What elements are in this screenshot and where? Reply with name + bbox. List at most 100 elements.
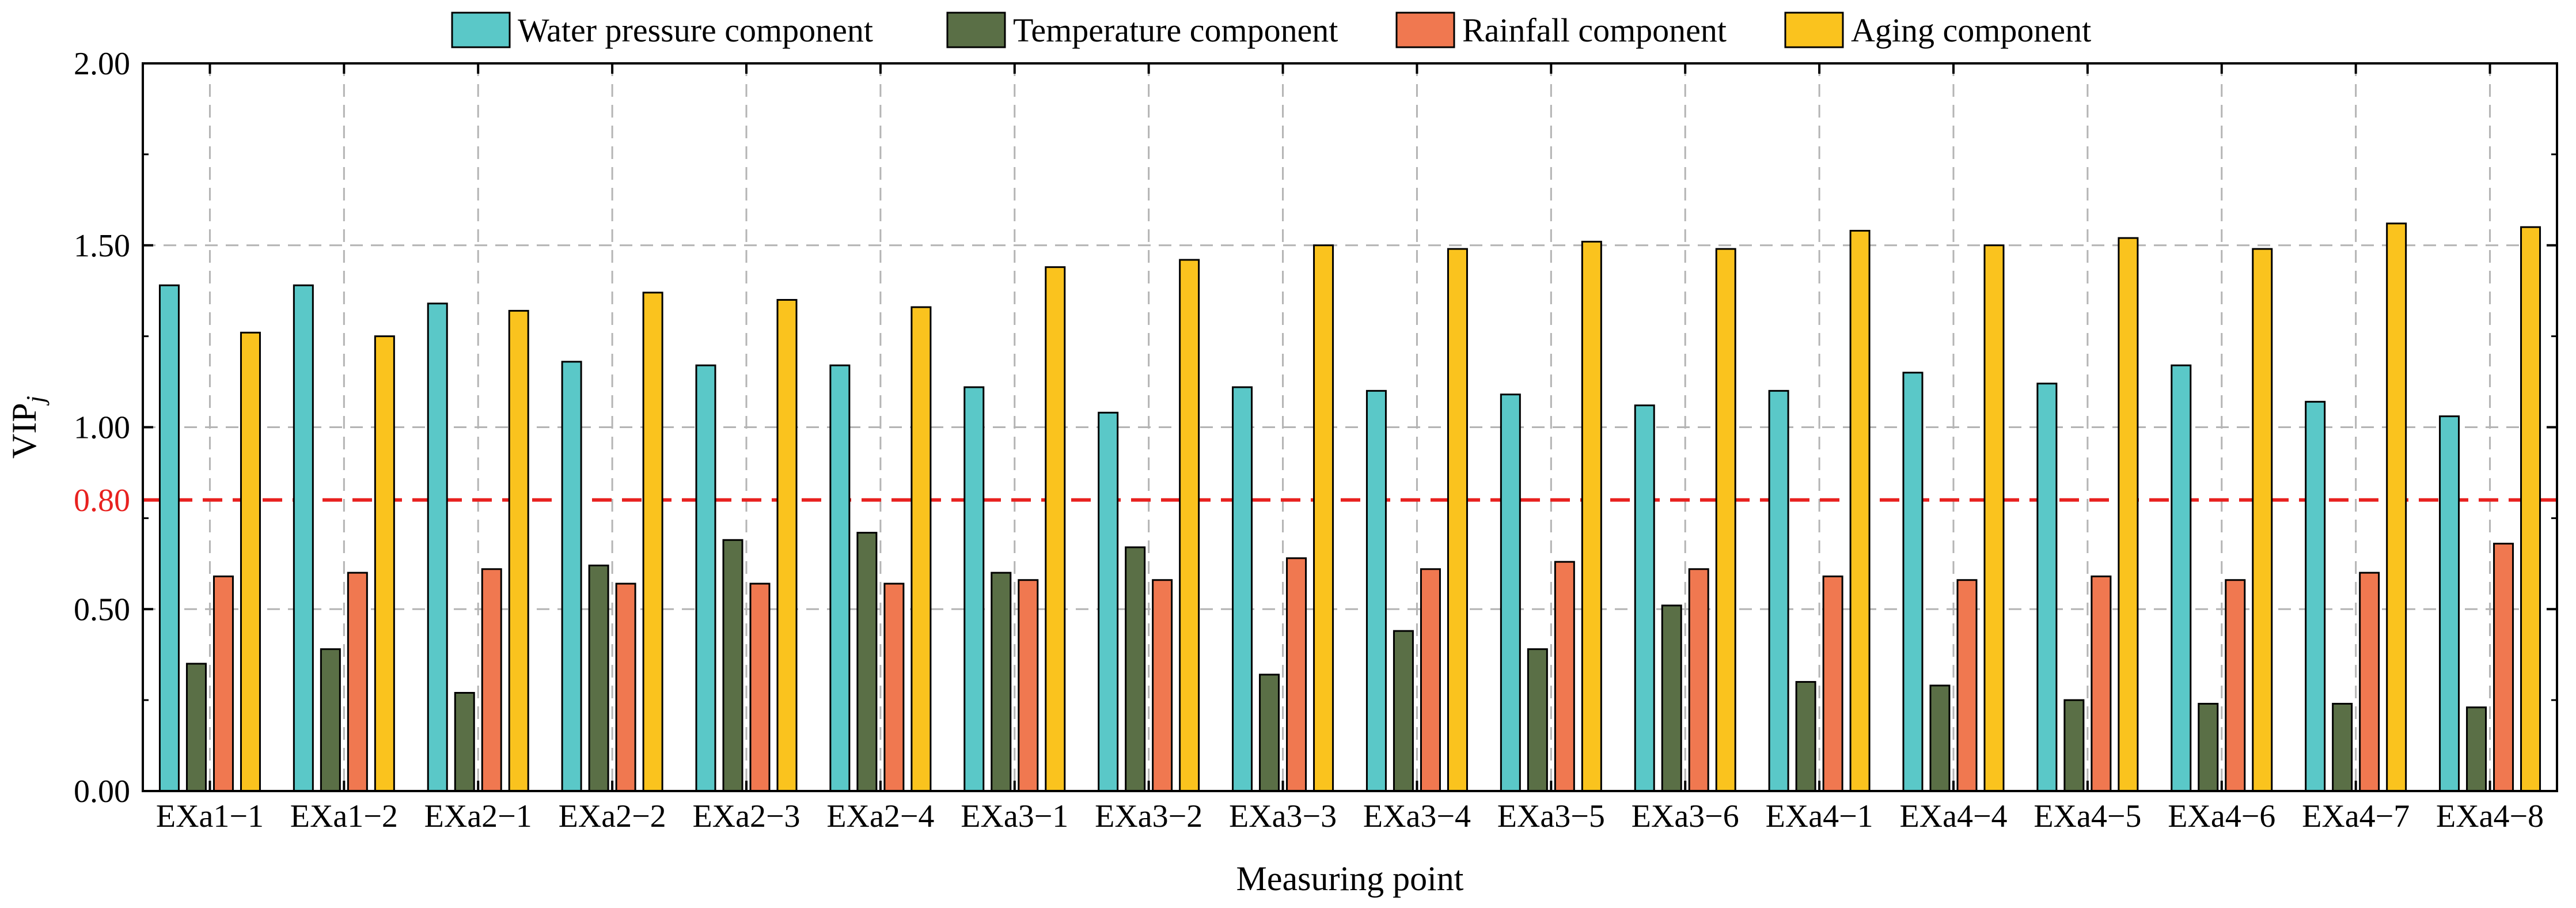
y-axis-label-subscript: j (21, 396, 50, 406)
grid-lines (143, 63, 2557, 791)
bar (1125, 546, 1146, 792)
bar (320, 648, 341, 792)
bar (2386, 222, 2407, 792)
bar (722, 539, 743, 792)
legend-label: Temperature component (1013, 12, 1338, 49)
bar (695, 364, 716, 792)
y-tick-label: 1.00 (74, 410, 130, 446)
bar (1688, 568, 1709, 792)
bar (374, 335, 395, 792)
bar (2520, 226, 2541, 792)
x-tick-label: EXa4−4 (1899, 799, 2007, 834)
reference-line-group: 0.80 (74, 483, 2557, 519)
bar (1152, 579, 1173, 792)
bar (240, 331, 261, 792)
x-tick-label: EXa4−8 (2436, 799, 2544, 834)
y-tick-label: 0.00 (74, 774, 130, 809)
y-tick-label: 1.50 (74, 228, 130, 264)
legend-label: Aging component (1851, 12, 2091, 49)
bar (1098, 411, 1119, 792)
legend-swatch (451, 12, 511, 48)
bar (963, 386, 985, 792)
x-axis-label: Measuring point (1236, 860, 1464, 898)
bar (1393, 630, 1414, 792)
bar (293, 284, 314, 792)
bar (2063, 699, 2085, 792)
x-tick-label: EXa4−6 (2168, 799, 2275, 834)
bar (508, 309, 529, 792)
bar (1768, 389, 1789, 792)
bar (883, 582, 905, 792)
bar (561, 361, 582, 792)
bar (1849, 229, 1871, 792)
bar (2332, 702, 2353, 792)
bar (1286, 557, 1307, 792)
reference-line-label: 0.80 (74, 483, 130, 519)
bar (1956, 579, 1978, 792)
x-tick-label: EXa3−6 (1632, 799, 1739, 834)
bar (1420, 568, 1441, 792)
bar (347, 572, 368, 792)
x-tick-label: EXa2−3 (692, 799, 800, 834)
bar (481, 568, 502, 792)
bar (1554, 561, 1575, 792)
legend: Water pressure component Temperature comp… (451, 12, 2091, 49)
bar (2466, 706, 2487, 792)
bars (158, 222, 2541, 792)
bar (776, 298, 798, 792)
x-tick-label: EXa1−1 (156, 799, 264, 834)
bar (2252, 248, 2273, 792)
bar (427, 302, 448, 792)
x-tick-label: EXa3−5 (1497, 799, 1605, 834)
x-tick-label: EXa3−4 (1363, 799, 1471, 834)
bar (910, 306, 932, 792)
bar (1447, 248, 1468, 792)
bar (642, 292, 663, 792)
bar (991, 572, 1012, 792)
y-axis-label-main: VIP (5, 403, 43, 459)
x-tick-label: EXa4−5 (2034, 799, 2141, 834)
bar (1902, 372, 1924, 792)
x-tick-label: EXa1−2 (290, 799, 398, 834)
bar (1045, 266, 1066, 792)
bar (1365, 389, 1387, 792)
bar (1527, 648, 1548, 792)
x-tick-label: EXa4−7 (2302, 799, 2410, 834)
bar (1259, 674, 1280, 792)
bar (1795, 681, 1816, 792)
bar (1500, 394, 1521, 792)
bar (2171, 364, 2192, 792)
bar (2439, 415, 2460, 792)
bar (2493, 543, 2514, 792)
bar (2225, 579, 2246, 792)
y-axis-label: VIPj (5, 396, 50, 459)
y-tick-label: 2.00 (74, 46, 130, 82)
bar (1581, 240, 1602, 792)
bar (1983, 244, 2005, 792)
legend-label: Water pressure component (518, 12, 873, 49)
legend-label: Rainfall component (1462, 12, 1727, 49)
bar (2091, 575, 2112, 792)
bar (1018, 579, 1039, 792)
bar (1929, 684, 1951, 792)
bar (1313, 244, 1334, 792)
bar (2036, 383, 2058, 792)
bar (749, 582, 771, 792)
bar (213, 575, 234, 792)
bar (2305, 400, 2326, 792)
bar (1822, 575, 1843, 792)
bar (185, 663, 207, 792)
x-tick-label: EXa2−1 (424, 799, 532, 834)
x-tick-label: EXa3−3 (1229, 799, 1337, 834)
bar (856, 532, 878, 792)
bar (1634, 404, 1655, 792)
bar (454, 691, 475, 792)
bar (1661, 604, 1682, 792)
bar (588, 564, 609, 792)
x-tick-label: EXa4−1 (1766, 799, 1873, 834)
bar (2359, 572, 2380, 792)
axes: EXa1−1 EXa1−2 EXa2−1 EXa2−2 EXa2−3 EXa2−4 EXa3… (74, 46, 2557, 834)
bar (1715, 248, 1736, 792)
